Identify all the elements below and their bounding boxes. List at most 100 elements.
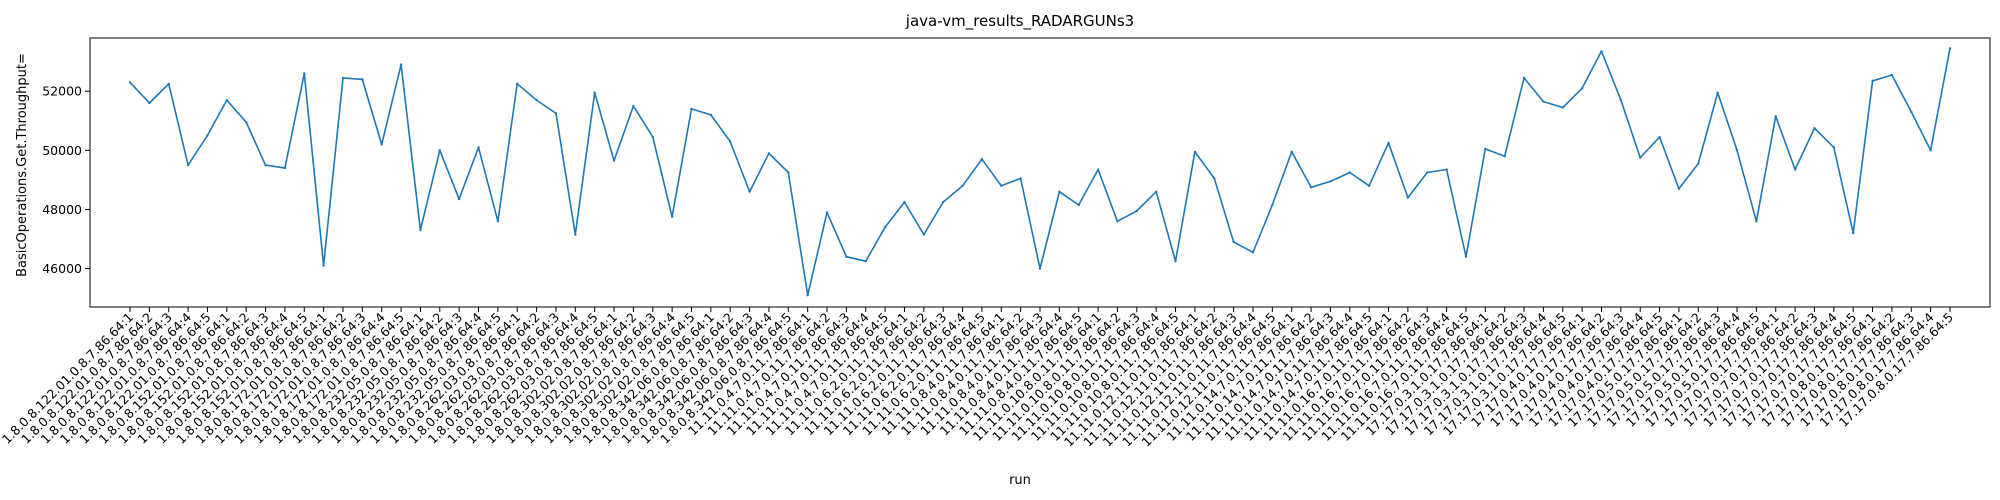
data-point	[361, 78, 364, 81]
data-point	[438, 149, 441, 152]
data-point	[1677, 187, 1681, 190]
data-point	[709, 113, 713, 117]
data-point	[477, 146, 480, 149]
data-point	[419, 228, 422, 232]
data-point	[825, 211, 829, 214]
data-point	[186, 163, 190, 167]
y-tick-label: 46000	[42, 261, 82, 276]
data-point	[1077, 203, 1080, 207]
x-axis-label: run	[1009, 473, 1031, 488]
data-point	[632, 104, 635, 108]
data-point	[1619, 98, 1623, 102]
y-tick-label: 48000	[42, 202, 82, 217]
data-point	[574, 233, 577, 236]
data-point	[1813, 126, 1816, 130]
data-point	[399, 63, 403, 66]
data-point	[845, 255, 848, 258]
data-point	[535, 98, 538, 102]
data-point	[380, 143, 383, 146]
data-point	[787, 171, 790, 174]
data-point	[1639, 156, 1642, 159]
data-point	[1329, 180, 1332, 183]
data-point	[1542, 100, 1545, 103]
data-point	[593, 91, 596, 94]
data-point	[264, 163, 267, 167]
data-point	[322, 264, 325, 267]
data-point	[1058, 190, 1061, 193]
data-point	[1561, 106, 1564, 109]
data-point	[1387, 141, 1390, 145]
data-point	[554, 112, 558, 115]
data-point	[1154, 190, 1158, 193]
data-point	[1367, 184, 1371, 188]
data-point	[1406, 196, 1410, 199]
data-point	[1871, 79, 1874, 83]
data-point	[225, 98, 229, 102]
data-point	[1213, 177, 1216, 180]
data-point	[903, 200, 906, 204]
x-axis: 1.8.0.8.122.01.0.8.7.86.64:11.8.0.8.122.…	[0, 307, 1956, 450]
data-point	[1600, 50, 1603, 53]
data-point	[1948, 47, 1952, 50]
data-point	[922, 233, 926, 236]
data-point	[1251, 251, 1255, 254]
data-point	[1019, 177, 1022, 180]
data-point	[670, 215, 674, 219]
y-tick-label: 52000	[42, 84, 82, 99]
data-point	[303, 72, 306, 75]
data-point	[1426, 171, 1429, 174]
data-point	[1135, 209, 1139, 213]
data-point	[1832, 146, 1836, 149]
data-point	[1503, 155, 1506, 158]
data-point	[1484, 147, 1487, 151]
data-point	[1890, 73, 1894, 77]
data-point	[1116, 220, 1119, 223]
data-point	[1174, 259, 1177, 263]
data-point	[283, 166, 287, 170]
data-point	[1271, 203, 1274, 207]
data-point	[148, 101, 151, 105]
data-point	[690, 107, 693, 111]
data-point	[1580, 87, 1584, 90]
data-point	[1755, 220, 1758, 223]
data-point	[1096, 168, 1100, 171]
data-point	[748, 190, 751, 193]
data-point	[1658, 135, 1661, 139]
data-point	[1735, 149, 1739, 152]
data-point	[612, 159, 616, 162]
data-point	[1000, 184, 1003, 188]
data-point	[1290, 150, 1293, 154]
data-point	[980, 157, 984, 161]
data-point	[864, 259, 867, 263]
data-point	[1522, 76, 1526, 80]
data-point	[167, 82, 170, 86]
data-point	[341, 76, 345, 80]
chart-title: java-vm_results_RADARGUNs3	[905, 12, 1134, 31]
data-point	[1697, 162, 1700, 165]
data-point	[1038, 267, 1042, 270]
data-point	[806, 293, 809, 297]
data-point	[1929, 149, 1932, 152]
y-axis: 46000 48000 50000 52000	[42, 84, 90, 276]
data-point	[1348, 171, 1351, 174]
data-point	[1309, 186, 1313, 189]
data-point	[457, 197, 461, 201]
series-points	[128, 47, 1952, 297]
series-line	[129, 48, 1951, 296]
data-point	[961, 184, 964, 188]
data-point	[1232, 240, 1235, 244]
data-point	[1793, 168, 1797, 171]
y-tick-label: 50000	[42, 143, 82, 158]
data-point	[651, 135, 654, 139]
data-point	[729, 140, 732, 143]
data-point	[1716, 91, 1719, 94]
data-point	[767, 152, 771, 155]
data-point	[1464, 255, 1468, 258]
y-axis-label: BasicOperations.Get.Throughput=	[15, 53, 30, 277]
data-point	[244, 121, 248, 124]
data-point	[516, 82, 519, 86]
data-point	[1910, 110, 1913, 114]
data-point	[883, 225, 887, 229]
